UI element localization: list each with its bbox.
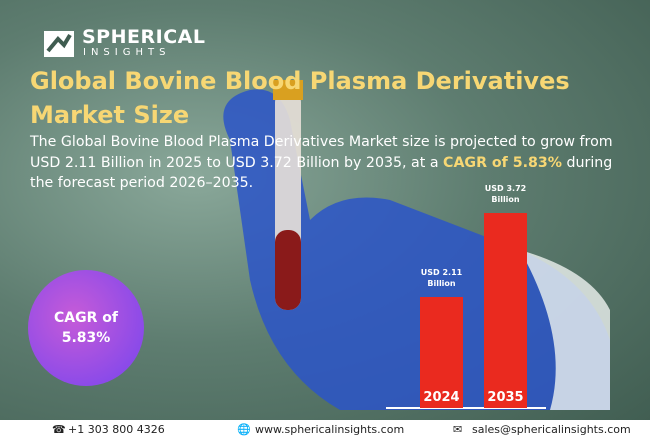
phone-icon: ☎ bbox=[52, 423, 66, 436]
description-highlight: CAGR of 5.83% bbox=[443, 154, 563, 171]
logo-name: SPHERICAL bbox=[82, 26, 206, 48]
cagr-badge: CAGR of 5.83% bbox=[28, 270, 144, 386]
web-icon: 🌐 bbox=[237, 423, 251, 436]
mail-icon: ✉ bbox=[453, 423, 463, 436]
description: The Global Bovine Blood Plasma Derivativ… bbox=[30, 132, 640, 194]
website[interactable]: www.sphericalinsights.com bbox=[255, 423, 405, 436]
bar bbox=[420, 297, 463, 408]
baseline bbox=[386, 407, 546, 409]
description-text: during the forecast period 2026–2035. bbox=[30, 154, 613, 192]
logo-icon bbox=[44, 31, 74, 57]
bar bbox=[484, 213, 527, 408]
year-label: 2024 bbox=[423, 390, 460, 405]
email[interactable]: sales@sphericalinsights.com bbox=[472, 423, 631, 436]
footer bbox=[0, 420, 650, 440]
description-text: The Global Bovine Blood Plasma Derivativ… bbox=[30, 134, 613, 171]
value-label: USD 3.72 Billion bbox=[484, 184, 527, 204]
value-label: USD 2.11 Billion bbox=[420, 268, 463, 289]
phone: +1 303 800 4326 bbox=[68, 423, 165, 436]
logo-tagline: INSIGHTS bbox=[83, 47, 171, 58]
title: Global Bovine Blood Plasma Derivatives M… bbox=[30, 67, 570, 129]
year-label: 2035 bbox=[487, 390, 524, 405]
